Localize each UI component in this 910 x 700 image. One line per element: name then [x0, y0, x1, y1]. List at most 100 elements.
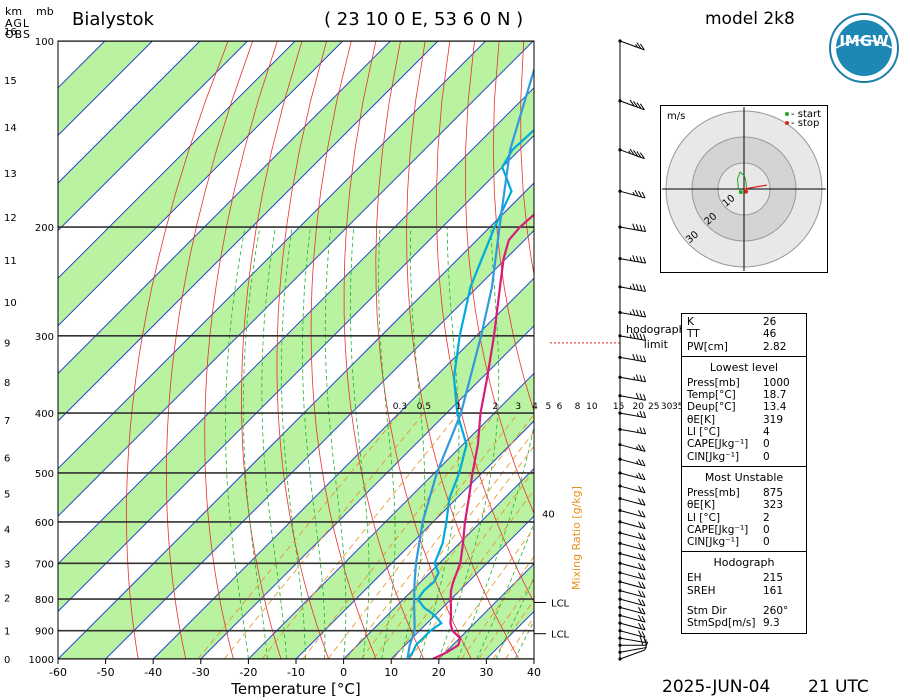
wind-barb: [620, 639, 647, 646]
wind-barb-flag: [632, 308, 636, 316]
wind-barb-flag: [643, 334, 647, 341]
dry-adiabat: [406, 41, 520, 659]
index-row: CAPE[Jkg⁻¹] 0: [682, 438, 806, 450]
index-value: 4: [763, 426, 770, 439]
index-value: 0: [763, 438, 770, 451]
wind-barb-flag: [629, 311, 632, 315]
hodograph-limit-label: hodograph limit: [626, 322, 686, 352]
wind-barb-flag: [638, 598, 643, 606]
index-row: Stm Dir 260°: [682, 605, 806, 617]
wind-barb-flag: [632, 283, 636, 290]
wind-barb-shaft: [619, 553, 646, 561]
moist-adiabat: [281, 226, 306, 659]
wind-barb-flag: [632, 191, 636, 196]
wind-barb-flag: [638, 542, 643, 550]
isotherm-line: [58, 41, 296, 279]
isotherm-line: [105, 229, 534, 659]
wind-barb-shaft: [619, 312, 646, 318]
wind-barb-flag: [638, 444, 643, 451]
height-tick-label: 12: [4, 213, 17, 224]
index-key: SREH: [687, 584, 716, 597]
wind-barb-flag: [641, 445, 646, 452]
index-row: CIN[Jkg⁻¹] 0: [682, 536, 806, 548]
index-value: 0: [763, 536, 770, 549]
x-tick-label: 40: [527, 666, 541, 679]
lowest-level-title: Lowest level: [709, 360, 779, 374]
index-key: CAPE[Jkg⁻¹]: [687, 523, 749, 536]
footer-date: 2025-JUN-04: [662, 677, 771, 697]
index-key: Press[mb]: [687, 486, 740, 499]
index-row: EH 215: [682, 572, 806, 584]
wind-barb: [619, 646, 647, 660]
wind-barb-shaft: [619, 226, 646, 233]
wind-barb: [619, 562, 646, 571]
moist-adiabat: [261, 226, 287, 659]
wind-barb-shaft: [619, 356, 646, 363]
wind-barb: [619, 332, 647, 341]
mixing-ratio-tick-label: 20: [632, 402, 644, 412]
pressure-tick-label: 600: [35, 518, 54, 529]
x-axis-label: Temperature [°C]: [230, 680, 360, 698]
dry-adiabat: [464, 41, 534, 515]
wind-barb-flag: [641, 631, 646, 638]
x-tick-label: 30: [479, 666, 493, 679]
imgw-logo: IMGW: [829, 13, 899, 83]
wind-barb-flag: [641, 510, 646, 518]
wind-barb-shaft: [619, 444, 646, 452]
wind-barb-flag: [639, 43, 645, 51]
wind-barb-flag: [645, 641, 649, 648]
height-tick-label: 11: [4, 256, 17, 267]
dry-adiabat: [819, 41, 910, 659]
index-key: LI [°C]: [687, 426, 721, 439]
wind-barb-flag: [639, 427, 643, 434]
wind-barb: [619, 485, 646, 494]
x-tick-label: -20: [239, 666, 257, 679]
wind-barb-shaft: [619, 614, 646, 623]
wind-barb-flag: [632, 255, 636, 262]
dry-adiabat: [436, 41, 534, 604]
wind-barb: [619, 572, 646, 580]
pressure-tick-label: 200: [35, 223, 54, 234]
wind-barb-flag: [638, 485, 643, 493]
index-key: PW[cm]: [687, 340, 728, 353]
mixing-ratio-tick-label: 2: [493, 402, 499, 412]
logo-text: IMGW: [839, 32, 889, 50]
wind-barb-flag: [629, 257, 632, 261]
isotherm-line: [58, 134, 534, 613]
index-key: θE[K]: [687, 499, 716, 512]
index-row: θE[K] 319: [682, 414, 806, 426]
index-key: CAPE[Jkg⁻¹]: [687, 438, 749, 451]
wind-barb-flag: [641, 623, 646, 631]
wind-barb: [619, 498, 646, 506]
index-value: 2.82: [763, 340, 787, 353]
height-tick-label: 4: [4, 525, 10, 536]
wind-barb: [619, 581, 646, 590]
wind-barb-flag: [629, 334, 632, 339]
wind-barb: [619, 148, 645, 160]
wind-barb: [619, 308, 647, 318]
index-row: Deup[°C] 13.4: [682, 401, 806, 413]
wind-barb-flag: [643, 225, 647, 232]
index-key: CIN[Jkg⁻¹]: [687, 536, 740, 549]
height-tick-label: 5: [4, 490, 10, 501]
wind-barb-shaft: [619, 622, 646, 631]
parcel-profile: [406, 66, 534, 659]
wind-barb-shaft: [619, 606, 646, 615]
wind-barb-flag: [633, 149, 639, 157]
dry-adiabat: [492, 41, 534, 413]
wind-barb-flag: [641, 191, 646, 199]
mixing-ratio-tick-label: 3: [515, 402, 521, 412]
wind-barb-flag: [644, 646, 647, 651]
wind-barb-flag: [639, 224, 643, 232]
wind-barb: [619, 542, 646, 551]
wind-barb-flag: [643, 411, 647, 418]
dry-adiabat: [165, 41, 254, 659]
isotherm-line: [58, 41, 201, 184]
wind-barb-shaft: [619, 286, 646, 292]
lowest-level-section: Lowest level Press[mb] 1000 Temp[°C] 18.7 …: [682, 355, 806, 466]
hodograph-title: Hodograph: [713, 556, 775, 570]
mixing-ratio-axis-label: Mixing Ratio [g/kg]: [570, 486, 583, 590]
pressure-tick-label: 1000: [29, 655, 54, 666]
dry-adiabat: [126, 41, 229, 659]
index-value: 13.4: [763, 401, 787, 414]
